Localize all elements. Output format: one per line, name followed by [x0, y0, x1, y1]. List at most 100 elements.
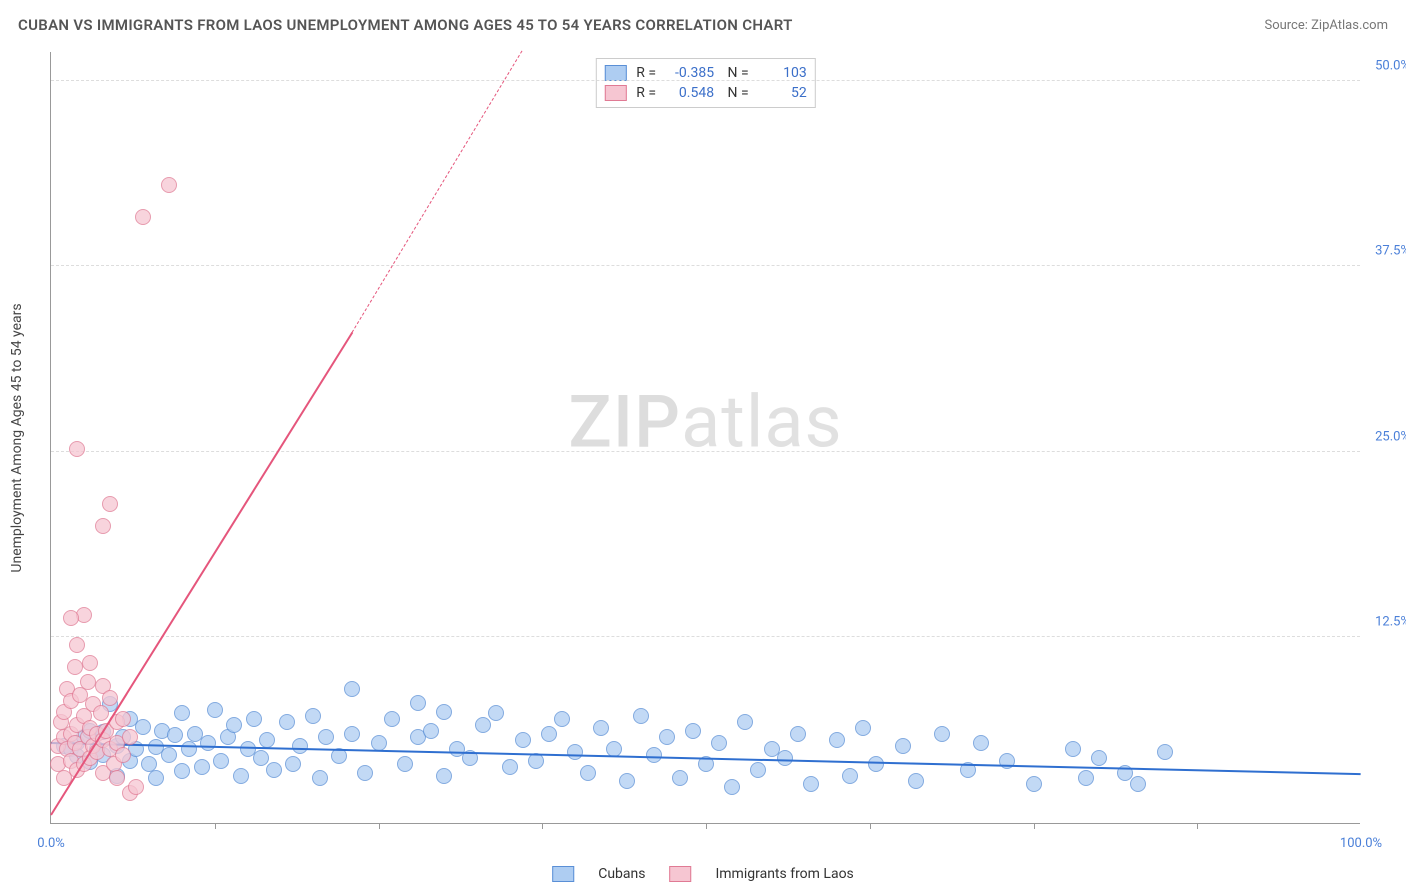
series-legend: Cubans Immigrants from Laos — [552, 866, 854, 882]
data-point — [750, 762, 766, 778]
data-point — [908, 773, 924, 789]
data-point — [371, 735, 387, 751]
data-point — [312, 770, 328, 786]
data-point — [777, 750, 793, 766]
x-tick — [542, 823, 543, 829]
data-point — [80, 674, 96, 690]
data-point — [253, 750, 269, 766]
data-point — [855, 720, 871, 736]
data-point — [357, 765, 373, 781]
data-point — [567, 744, 583, 760]
data-point — [109, 770, 125, 786]
chart-title: CUBAN VS IMMIGRANTS FROM LAOS UNEMPLOYME… — [18, 16, 793, 34]
x-tick — [215, 823, 216, 829]
data-point — [318, 729, 334, 745]
data-point — [246, 711, 262, 727]
data-point — [226, 717, 242, 733]
x-tick — [1197, 823, 1198, 829]
data-point — [410, 695, 426, 711]
data-point — [63, 610, 79, 626]
data-point — [829, 732, 845, 748]
data-point — [344, 726, 360, 742]
data-point — [737, 714, 753, 730]
data-point — [1078, 770, 1094, 786]
data-point — [646, 747, 662, 763]
data-point — [266, 762, 282, 778]
data-point — [167, 727, 183, 743]
data-point — [973, 735, 989, 751]
grid-line — [51, 451, 1360, 452]
data-point — [128, 779, 144, 795]
data-point — [790, 726, 806, 742]
n-value-cubans: 103 — [759, 65, 807, 81]
data-point — [213, 753, 229, 769]
data-point — [397, 756, 413, 772]
data-point — [344, 681, 360, 697]
data-point — [67, 659, 83, 675]
data-point — [724, 779, 740, 795]
legend-label-cubans: Cubans — [598, 866, 645, 882]
data-point — [279, 714, 295, 730]
legend-label-laos: Immigrants from Laos — [715, 866, 853, 882]
grid-line — [51, 80, 1360, 81]
y-axis-label: Unemployment Among Ages 45 to 54 years — [9, 303, 25, 572]
y-tick-label: 12.5% — [1364, 615, 1406, 630]
data-point — [69, 637, 85, 653]
data-point — [93, 705, 109, 721]
data-point — [619, 773, 635, 789]
data-point — [69, 441, 85, 457]
data-point — [436, 768, 452, 784]
data-point — [1065, 741, 1081, 757]
data-point — [141, 756, 157, 772]
grid-line — [51, 636, 1360, 637]
data-point — [135, 209, 151, 225]
data-point — [475, 717, 491, 733]
n-value-laos: 52 — [759, 85, 807, 101]
data-point — [115, 747, 131, 763]
data-point — [233, 768, 249, 784]
data-point — [174, 763, 190, 779]
trend-line — [352, 50, 523, 333]
data-point — [181, 741, 197, 757]
data-point — [895, 738, 911, 754]
swatch-cubans-bottom — [552, 866, 574, 882]
data-point — [259, 732, 275, 748]
data-point — [1157, 744, 1173, 760]
data-point — [82, 655, 98, 671]
data-point — [95, 518, 111, 534]
data-point — [174, 705, 190, 721]
data-point — [436, 704, 452, 720]
x-tick — [706, 823, 707, 829]
data-point — [685, 723, 701, 739]
data-point — [384, 711, 400, 727]
data-point — [200, 735, 216, 751]
legend-row-laos: R =0.548 N =52 — [604, 83, 806, 103]
data-point — [803, 776, 819, 792]
x-tick-label: 0.0% — [37, 836, 65, 851]
grid-line — [51, 265, 1360, 266]
data-point — [593, 720, 609, 736]
data-point — [423, 723, 439, 739]
data-point — [488, 705, 504, 721]
data-point — [842, 768, 858, 784]
swatch-cubans — [604, 65, 626, 81]
scatter-plot: Unemployment Among Ages 45 to 54 years Z… — [50, 52, 1360, 824]
y-tick-label: 50.0% — [1364, 58, 1406, 73]
x-tick — [379, 823, 380, 829]
data-point — [285, 756, 301, 772]
data-point — [1091, 750, 1107, 766]
data-point — [135, 719, 151, 735]
x-tick-label: 100.0% — [1340, 836, 1382, 851]
data-point — [580, 765, 596, 781]
data-point — [1130, 776, 1146, 792]
data-point — [934, 726, 950, 742]
data-point — [305, 708, 321, 724]
data-point — [633, 708, 649, 724]
swatch-laos — [604, 85, 626, 101]
x-tick — [870, 823, 871, 829]
y-tick-label: 37.5% — [1364, 244, 1406, 259]
data-point — [115, 711, 131, 727]
x-tick — [1034, 823, 1035, 829]
data-point — [122, 729, 138, 745]
source-label: Source: ZipAtlas.com — [1264, 18, 1388, 33]
